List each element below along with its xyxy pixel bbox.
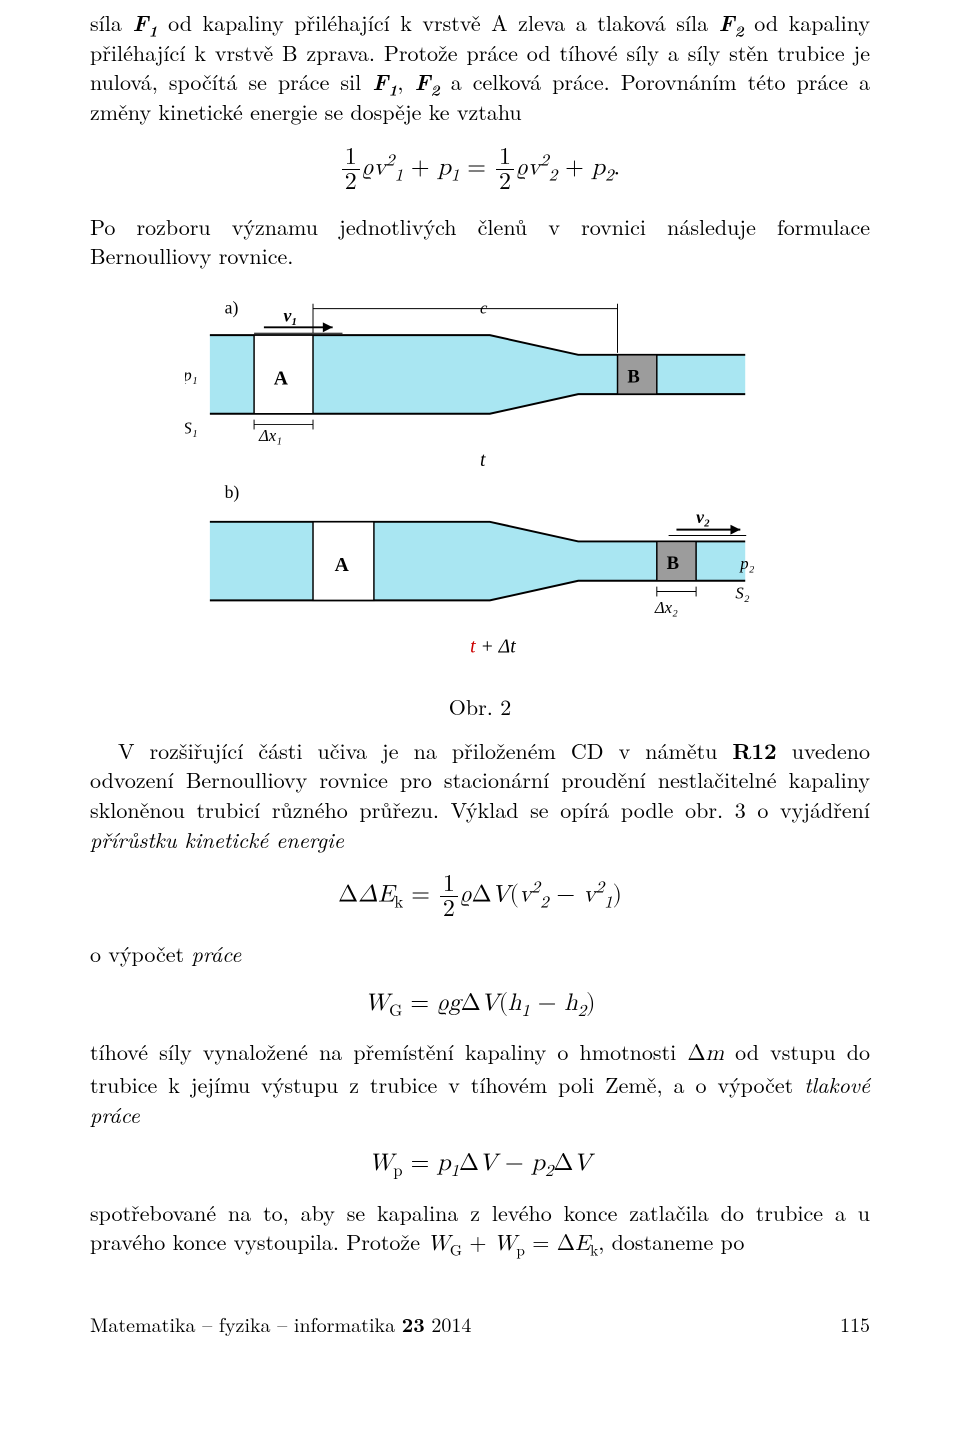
paragraph-5: tíhové síly vynaložené na přemístění kap… (90, 1037, 870, 1129)
paragraph-2: Po rozboru významu jednotlivých členů v … (90, 212, 870, 271)
paragraph-1: síla F1 od kapaliny přiléhající k vrstvě… (90, 8, 870, 127)
figure-2: A Ba) v₁ p₁ S₁ Δx₁ c t A Bb) v₂ p₂ S₂ Δx₂ t + Δt (90, 289, 870, 684)
svg-text:A: A (274, 367, 289, 389)
svg-text:p₂: p₂ (739, 554, 754, 573)
page: síla F1 od kapaliny přiléhající k vrstvě… (0, 0, 960, 1367)
svg-text:S₂: S₂ (735, 584, 749, 603)
svg-text:t: t (480, 449, 486, 471)
paragraph-4: o výpočet práce (90, 939, 870, 969)
svg-text:t + Δt: t + Δt (470, 636, 516, 658)
svg-text:Δx₂: Δx₂ (654, 598, 678, 617)
svg-text:Δx₁: Δx₁ (258, 426, 282, 445)
equation-kinetic-energy: ΔΔEk = 12ϱΔV(v22 − v21) (90, 872, 870, 921)
svg-text:S₁: S₁ (185, 419, 198, 438)
paragraph-3: V rozšiřující části učiva je na přiložen… (90, 736, 870, 855)
bernoulli-tube-diagram: A Ba) v₁ p₁ S₁ Δx₁ c t A Bb) v₂ p₂ S₂ Δx₂ t + Δt (185, 289, 775, 677)
svg-text:B: B (667, 553, 679, 574)
svg-text:v₂: v₂ (696, 507, 710, 527)
equation-pressure-work: Wp = p1ΔV − p2ΔV (90, 1147, 870, 1179)
journal-ref: Matematika – fyzika – informatika 23 201… (90, 1310, 471, 1337)
svg-text:a): a) (225, 298, 239, 318)
equation-gravity-work: WG = ϱgΔV(h1 − h2) (90, 987, 870, 1019)
page-number: 115 (840, 1310, 870, 1337)
svg-text:v₁: v₁ (284, 306, 298, 326)
page-footer: Matematika – fyzika – informatika 23 201… (90, 1310, 870, 1337)
svg-text:B: B (627, 366, 639, 387)
figure-2-caption: Obr. 2 (90, 692, 870, 722)
svg-text:c: c (480, 299, 488, 318)
svg-text:b): b) (225, 482, 240, 502)
svg-text:p₁: p₁ (185, 365, 198, 384)
svg-text:A: A (335, 554, 350, 576)
paragraph-6: spotřebované na to, aby se kapalina z le… (90, 1198, 870, 1260)
equation-bernoulli-horizontal: 12ϱv21 + p1 = 12ϱv22 + p2. (90, 145, 870, 194)
